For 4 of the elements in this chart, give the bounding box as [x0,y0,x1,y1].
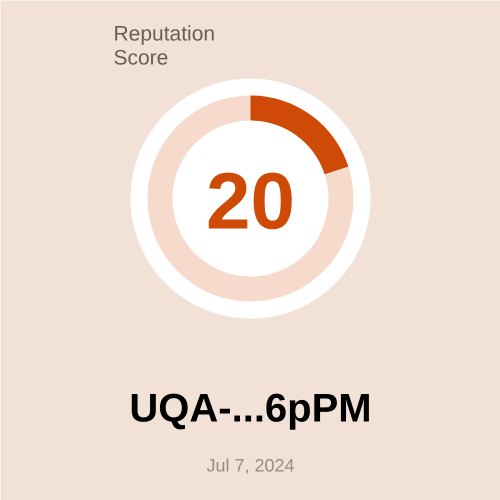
chart-title: Reputation Score [114,22,216,70]
text: Jul 7, 2024 [206,456,295,476]
text: UQA-...6pPM [129,386,372,430]
text: 20 [206,156,295,246]
